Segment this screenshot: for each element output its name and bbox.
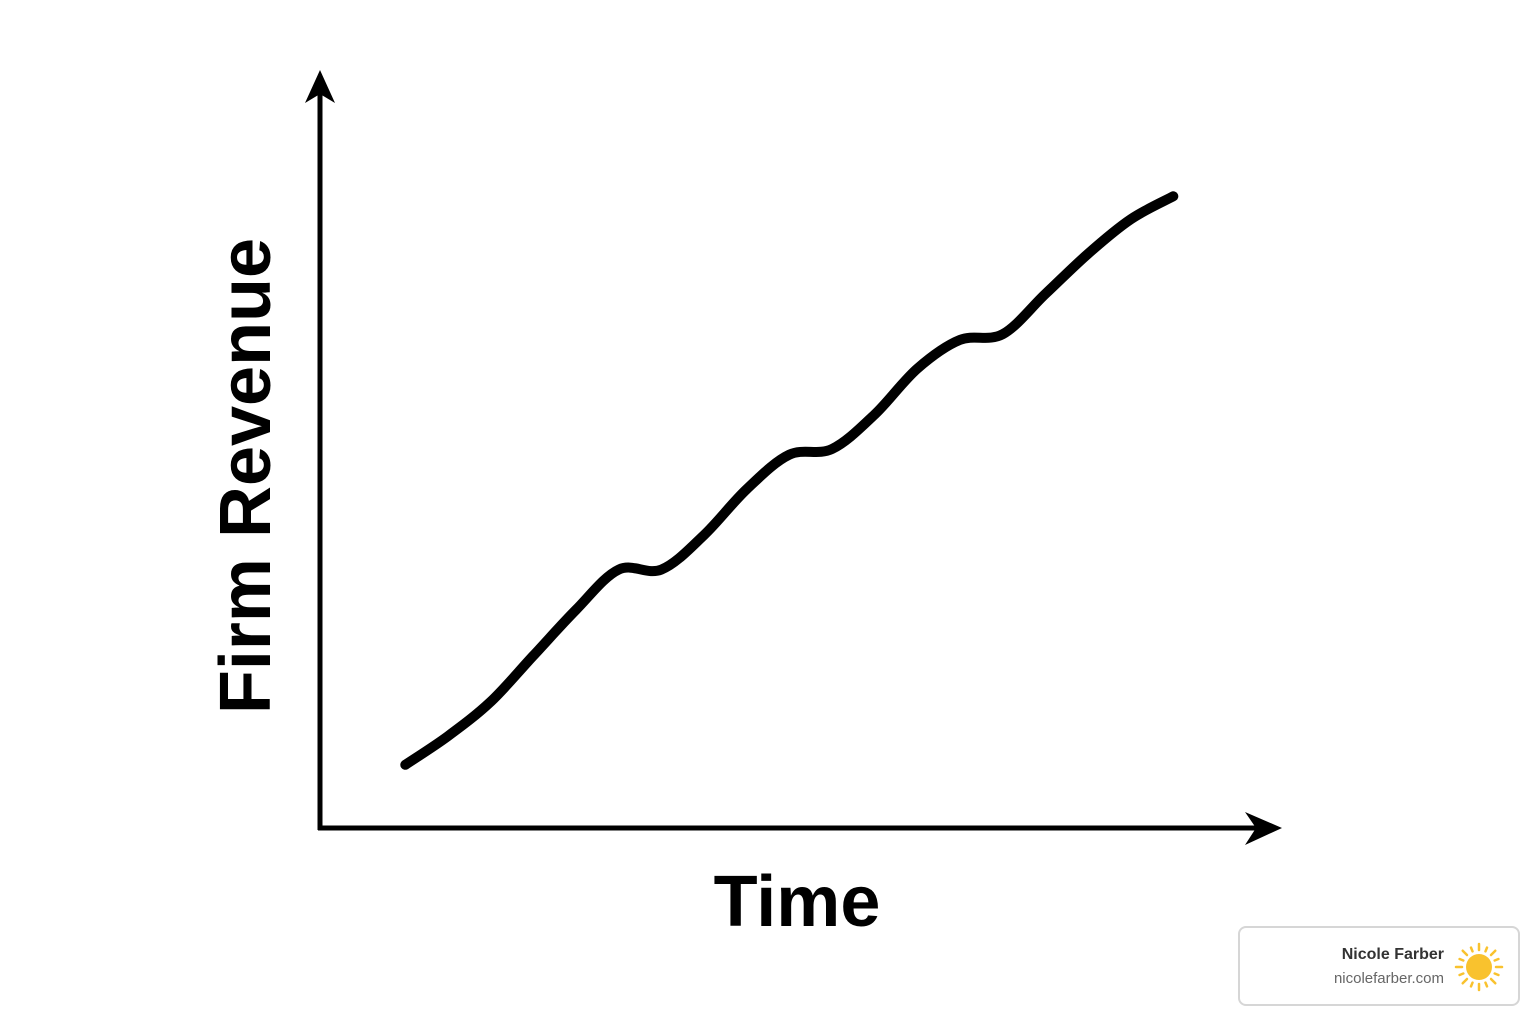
sun-ray [1489, 977, 1497, 985]
sun-ray [1493, 972, 1500, 977]
sun-ray [1458, 972, 1465, 977]
sun-ray [1489, 949, 1497, 957]
sun-ray [1484, 981, 1489, 988]
watermark-badge: Nicole Farber nicolefarber.com [1238, 926, 1520, 1006]
sun-ray [1458, 957, 1465, 962]
y-axis-arrow [305, 70, 335, 103]
sun-ray [1469, 981, 1474, 988]
series-line [400, 191, 1179, 770]
sun-ray [1493, 957, 1500, 962]
watermark-name: Nicole Farber [1341, 946, 1444, 963]
sun-ray [1469, 946, 1474, 953]
sun-ray [1461, 977, 1469, 985]
sun-ray [1461, 949, 1469, 957]
sun-ray [1484, 946, 1489, 953]
y-axis-title: Firm Revenue [206, 238, 286, 714]
watermark-site: nicolefarber.com [1333, 970, 1444, 987]
x-axis-title: Time [714, 862, 881, 942]
sun-icon [1454, 942, 1504, 992]
x-axis-arrow [1245, 812, 1282, 845]
